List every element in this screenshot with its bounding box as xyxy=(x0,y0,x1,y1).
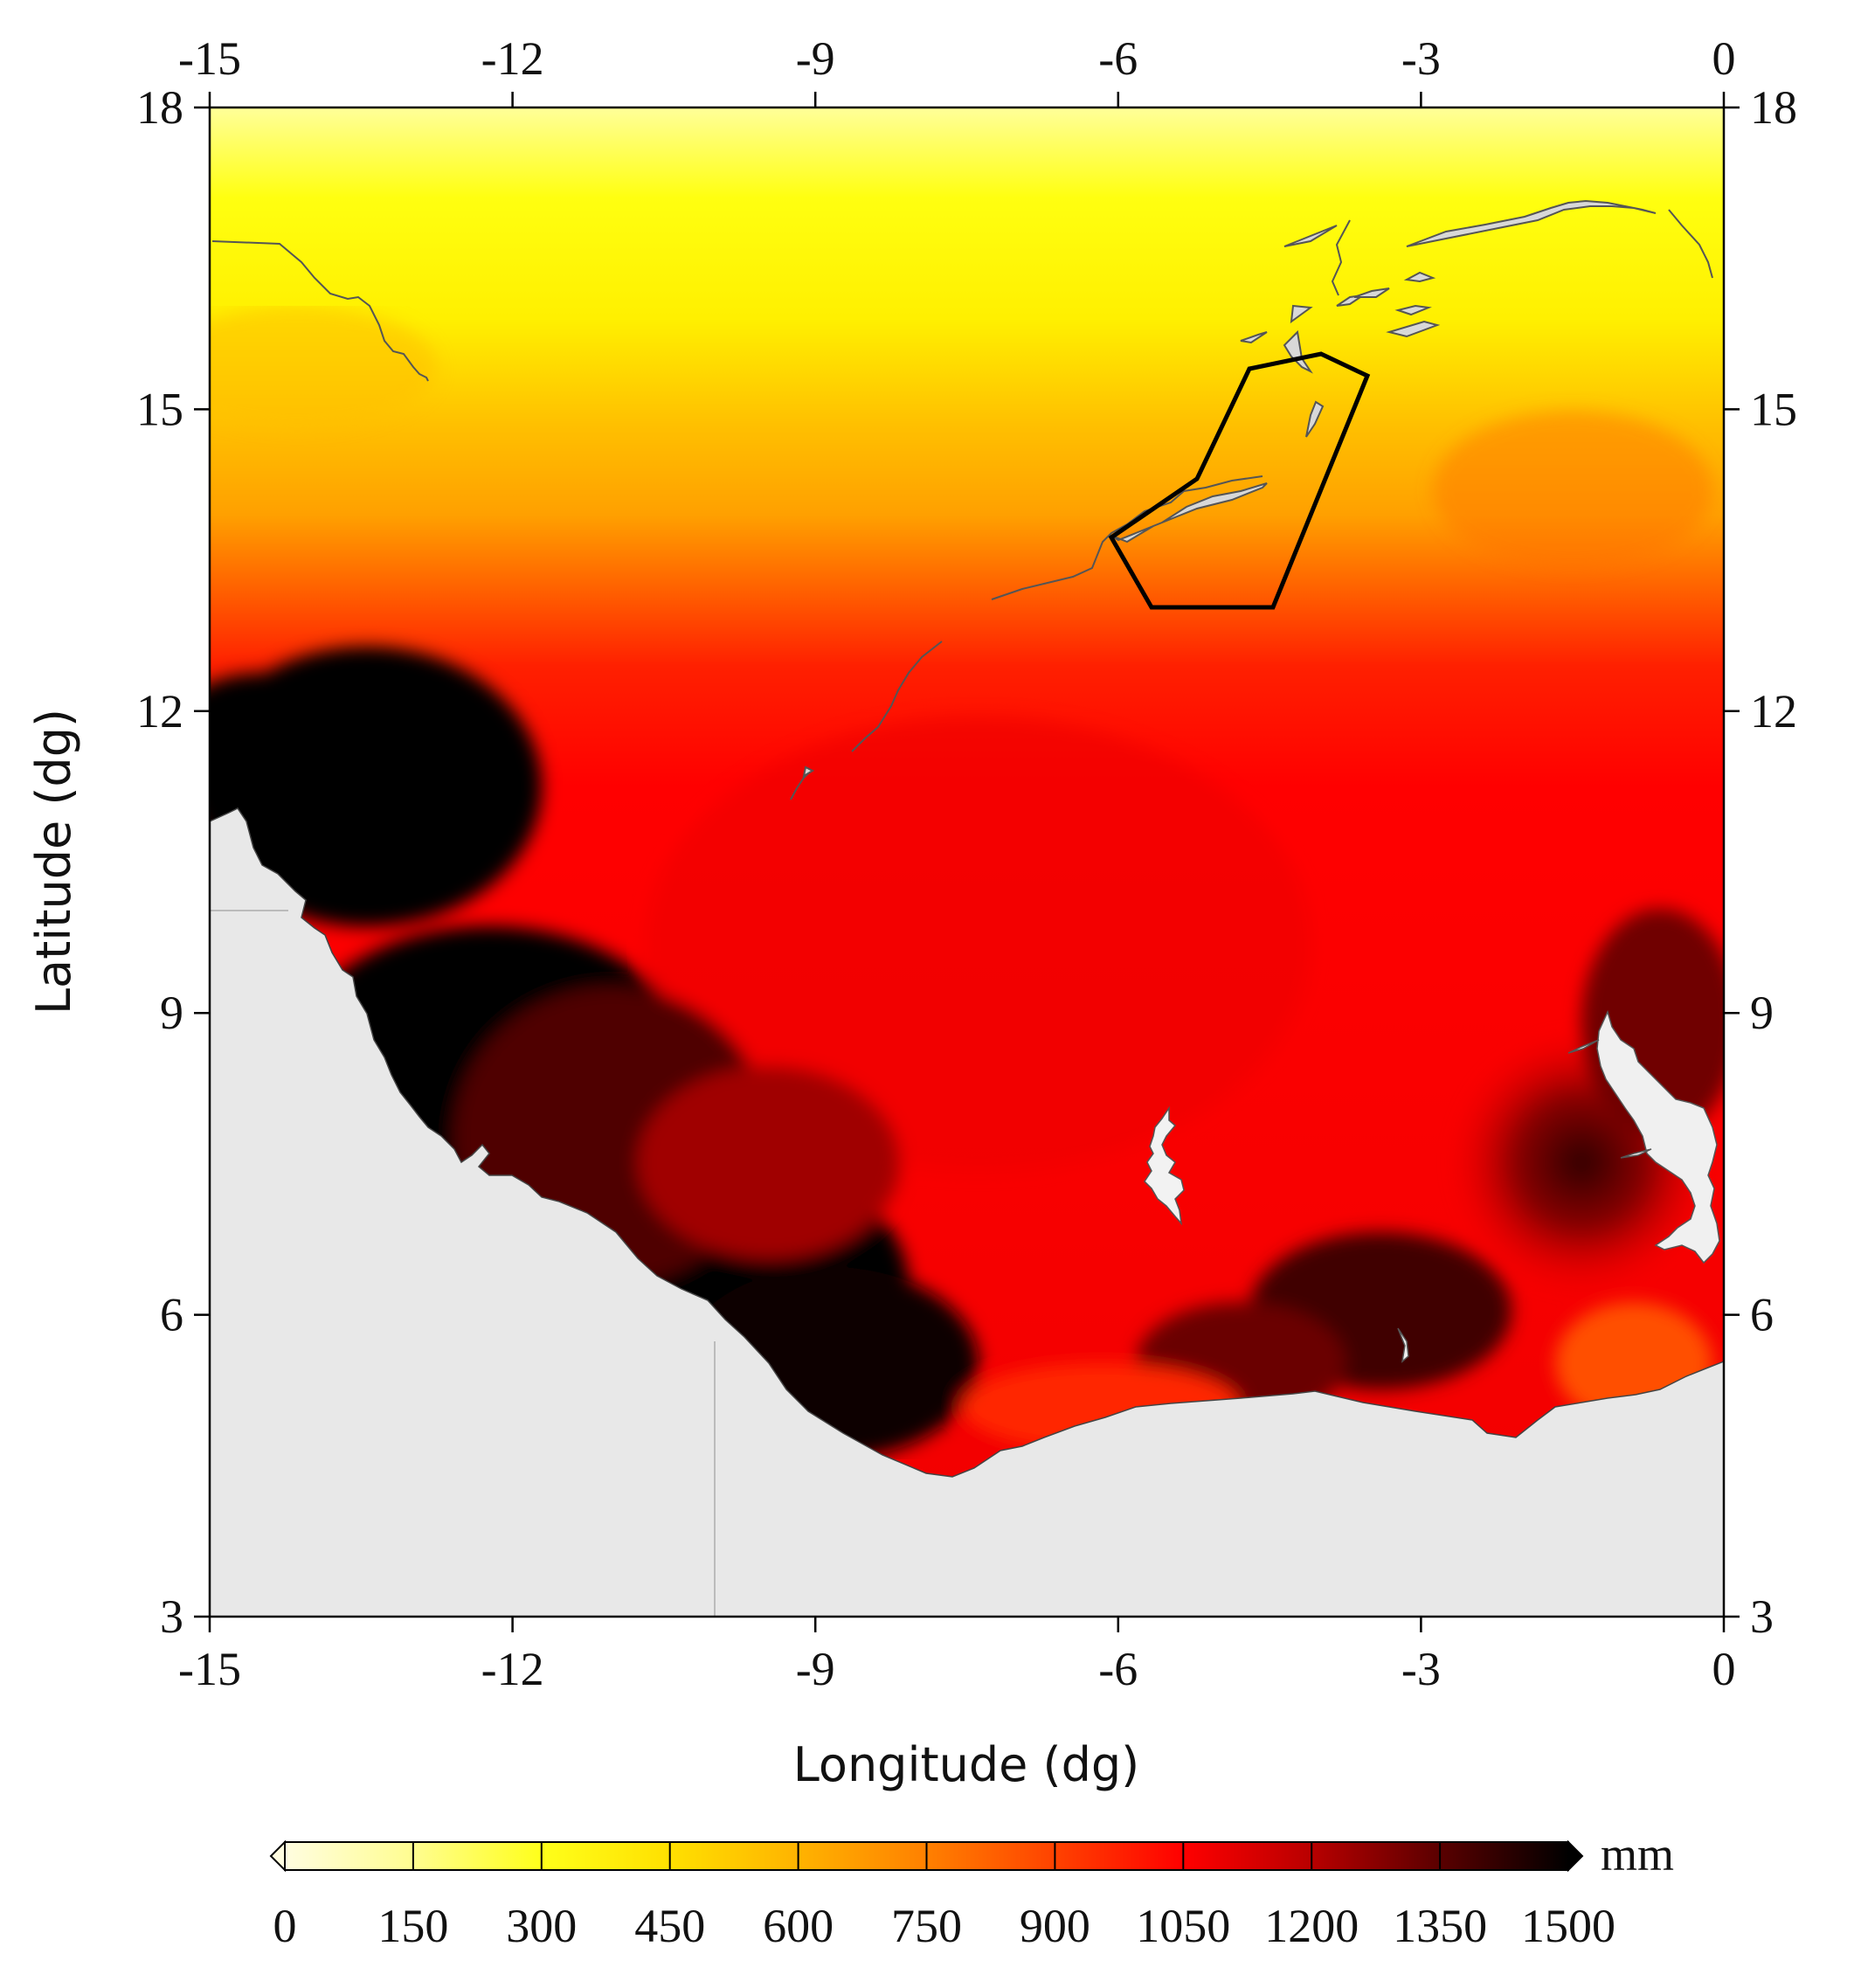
colorbar-unit-label: mm xyxy=(1601,1828,1674,1881)
colorbar-segment xyxy=(1055,1842,1184,1870)
y-tick-label-left: 3 xyxy=(160,1590,183,1643)
y-tick-label-right: 12 xyxy=(1750,685,1797,738)
y-tick-label-right: 15 xyxy=(1750,383,1797,435)
y-tick-label-right: 9 xyxy=(1750,987,1774,1039)
y-tick-label-right: 6 xyxy=(1750,1289,1774,1341)
x-tick-label-bottom: 0 xyxy=(1712,1643,1736,1695)
lake xyxy=(1144,1105,1185,1226)
colorbar-tick-label: 150 xyxy=(377,1900,448,1952)
colorbar: 0 150 300 450 600 750 900 1050 1200 1350 1500 xyxy=(269,1839,1615,1952)
colorbar-tick-label: 450 xyxy=(634,1900,705,1952)
colorbar-segment xyxy=(1440,1842,1569,1870)
colorbar-segment xyxy=(1311,1842,1441,1870)
y-tick-label-left: 18 xyxy=(136,81,183,134)
colorbar-segment xyxy=(541,1842,671,1870)
y-tick-label-left: 6 xyxy=(160,1289,183,1341)
colorbar-tick-label: 1350 xyxy=(1393,1900,1487,1952)
colorbar-segment xyxy=(1183,1842,1312,1870)
x-tick-label-bottom: -6 xyxy=(1098,1643,1138,1695)
y-tick-label-left: 12 xyxy=(136,685,183,738)
colorbar-tick-label: 1050 xyxy=(1136,1900,1230,1952)
colorbar-tick-label: 900 xyxy=(1020,1900,1090,1952)
colorbar-segment xyxy=(412,1842,543,1870)
colorbar-segment xyxy=(926,1842,1055,1870)
colorbar-tick-label: 300 xyxy=(506,1900,577,1952)
y-tick-label-right: 18 xyxy=(1750,81,1797,134)
y-tick-label-left: 15 xyxy=(136,383,183,435)
axis-ticks: -15 -15 -12 -12 -9 -9 -6 -6 -3 -3 0 0 18 18 15 15 12 12 9 9… xyxy=(136,32,1797,1695)
x-tick-label-top: -15 xyxy=(178,32,241,85)
colorbar-tick-label: 1500 xyxy=(1521,1900,1615,1952)
x-tick-label-top: 0 xyxy=(1712,32,1736,85)
colorbar-max-arrow xyxy=(1567,1839,1584,1873)
x-tick-label-bottom: -15 xyxy=(178,1643,241,1695)
colorbar-tick-label: 0 xyxy=(273,1900,297,1952)
masked-area xyxy=(210,807,1724,1617)
colorbar-min-arrow xyxy=(269,1839,286,1873)
colorbar-tick-label: 600 xyxy=(763,1900,834,1952)
x-tick-label-bottom: -12 xyxy=(481,1643,544,1695)
colorbar-tick-label: 1200 xyxy=(1264,1900,1359,1952)
rainfall-field xyxy=(210,107,1724,1617)
x-tick-label-top: -6 xyxy=(1098,32,1138,85)
colorbar-segment xyxy=(798,1842,927,1870)
y-tick-label-right: 3 xyxy=(1750,1590,1774,1643)
x-tick-label-bottom: -9 xyxy=(796,1643,835,1695)
x-tick-label-bottom: -3 xyxy=(1401,1643,1441,1695)
east-lake xyxy=(1596,1009,1720,1264)
plot-frame xyxy=(208,106,1726,1618)
y-axis-title: Latitude (dg) xyxy=(26,709,81,1015)
x-tick-label-top: -9 xyxy=(796,32,835,85)
x-tick-label-top: -12 xyxy=(481,32,544,85)
x-axis-title: Longitude (dg) xyxy=(793,1737,1139,1792)
colorbar-segment xyxy=(669,1842,799,1870)
colorbar-segment xyxy=(285,1842,414,1870)
colorbar-tick-label: 750 xyxy=(891,1900,962,1952)
y-tick-label-left: 9 xyxy=(160,987,183,1039)
study-region-outline xyxy=(1108,351,1371,610)
x-tick-label-top: -3 xyxy=(1401,32,1441,85)
